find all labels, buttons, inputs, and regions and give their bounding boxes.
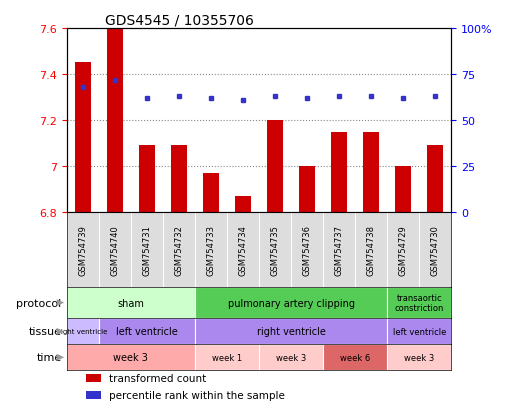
Bar [107, 29, 123, 213]
Bar [427, 146, 443, 213]
Bar [299, 166, 315, 213]
Text: GSM754731: GSM754731 [142, 224, 151, 275]
Bar [195, 287, 387, 319]
Text: GSM754729: GSM754729 [399, 225, 408, 275]
Text: transformed count: transformed count [109, 373, 206, 383]
Bar [387, 319, 451, 344]
Text: percentile rank within the sample: percentile rank within the sample [109, 390, 285, 400]
Text: transaortic
constriction: transaortic constriction [394, 293, 444, 313]
Bar [67, 344, 195, 370]
Text: left ventricle: left ventricle [116, 327, 177, 337]
Text: GSM754733: GSM754733 [206, 224, 215, 275]
Bar [203, 173, 219, 213]
Bar [235, 197, 251, 213]
Text: protocol: protocol [16, 298, 62, 308]
Text: week 3: week 3 [404, 353, 435, 362]
Bar [86, 374, 101, 382]
Bar [195, 344, 259, 370]
Text: GSM754738: GSM754738 [367, 224, 376, 275]
Bar [387, 344, 451, 370]
Text: time: time [36, 352, 62, 362]
Text: pulmonary artery clipping: pulmonary artery clipping [228, 298, 354, 308]
Text: tissue: tissue [29, 327, 62, 337]
Text: GSM754730: GSM754730 [431, 224, 440, 275]
Text: GSM754737: GSM754737 [334, 224, 344, 275]
Text: GSM754732: GSM754732 [174, 224, 184, 275]
Bar [259, 344, 323, 370]
Bar [387, 287, 451, 319]
Bar [323, 344, 387, 370]
Text: week 3: week 3 [276, 353, 306, 362]
Text: left ventricle: left ventricle [392, 327, 446, 336]
Text: GSM754740: GSM754740 [110, 225, 120, 275]
Text: GSM754734: GSM754734 [239, 224, 248, 275]
Bar [75, 63, 91, 213]
Bar [363, 132, 379, 213]
Bar [195, 319, 387, 344]
Text: GSM754736: GSM754736 [303, 224, 312, 275]
Text: week 1: week 1 [212, 353, 242, 362]
Bar [396, 166, 411, 213]
Text: right ventricle: right ventricle [58, 329, 107, 335]
Bar [331, 132, 347, 213]
Text: sham: sham [117, 298, 144, 308]
Bar [98, 319, 195, 344]
Text: right ventricle: right ventricle [256, 327, 326, 337]
Bar [67, 319, 98, 344]
Text: week 3: week 3 [113, 352, 148, 362]
Bar [86, 391, 101, 399]
Bar [171, 146, 187, 213]
Text: GSM754739: GSM754739 [78, 224, 87, 275]
Bar [67, 287, 195, 319]
Text: GSM754735: GSM754735 [270, 224, 280, 275]
Bar [139, 146, 155, 213]
Bar [267, 121, 283, 213]
Text: GDS4545 / 10355706: GDS4545 / 10355706 [105, 14, 254, 28]
Text: week 6: week 6 [340, 353, 370, 362]
